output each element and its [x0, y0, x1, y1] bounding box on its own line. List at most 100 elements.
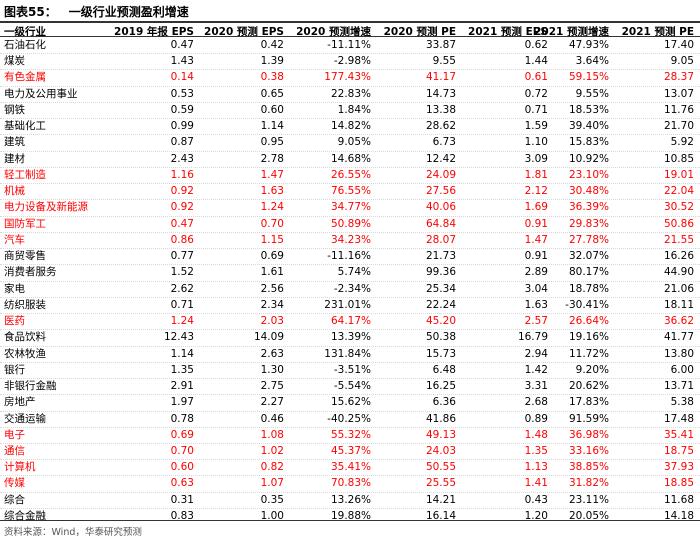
- table-cell: 0.99: [170, 120, 194, 133]
- table-cell: 9.55: [432, 55, 456, 68]
- table-cell: 1.59: [524, 120, 548, 133]
- table-cell: 28.07: [425, 233, 456, 246]
- row-label: 非银行金融: [4, 380, 57, 393]
- table-cell: -3.51%: [333, 363, 371, 376]
- table-cell: 9.05: [670, 55, 694, 68]
- table-cell: 28.37: [663, 71, 694, 84]
- table-cell: 3.04: [524, 282, 548, 295]
- table-cell: 0.46: [260, 412, 284, 425]
- row-separator: [0, 426, 700, 428]
- row-label: 电力设备及新能源: [4, 201, 88, 214]
- table-cell: 0.47: [170, 39, 194, 51]
- table-cell: 31.82%: [568, 477, 609, 490]
- table-cell: 34.77%: [330, 201, 371, 214]
- row-label: 建筑: [4, 136, 25, 149]
- figure-title: 一级行业预测盈利增速: [68, 5, 189, 19]
- table-cell: 1.13: [524, 461, 548, 474]
- table-cell: 2.57: [524, 315, 548, 328]
- table-cell: 1.61: [260, 266, 284, 279]
- row-label: 国防军工: [4, 217, 46, 230]
- table-cell: 2.03: [260, 315, 284, 328]
- table-cell: 17.48: [663, 412, 694, 425]
- table-cell: 0.89: [524, 412, 548, 425]
- table-cell: 35.41: [663, 428, 694, 441]
- row-separator: [0, 313, 700, 315]
- table-cell: 17.40: [663, 39, 694, 51]
- row-label: 钢铁: [4, 103, 25, 116]
- table-cell: 2.56: [260, 282, 284, 295]
- table-cell: 2.62: [170, 282, 194, 295]
- table-cell: 24.03: [425, 445, 456, 457]
- table-cell: 21.06: [663, 282, 694, 295]
- table-cell: 20.05%: [568, 509, 609, 522]
- table-cell: 0.82: [260, 461, 284, 474]
- table-cell: 38.85%: [568, 461, 609, 474]
- table-cell: 1.44: [524, 55, 548, 68]
- table-cell: 0.60: [260, 103, 284, 116]
- table-cell: 18.85: [663, 477, 694, 490]
- row-label: 交通运输: [4, 412, 46, 425]
- table-cell: 35.41%: [330, 461, 371, 474]
- figure-label: 图表55：: [4, 5, 57, 19]
- row-separator: [0, 215, 700, 217]
- table-cell: 1.10: [524, 136, 548, 149]
- table-cell: 0.61: [524, 71, 548, 84]
- row-label: 轻工制造: [4, 168, 46, 181]
- table-cell: 1.97: [170, 396, 194, 409]
- table-cell: 0.59: [170, 103, 194, 116]
- table-cell: 30.48%: [568, 185, 609, 198]
- column-header: 2019 年报 EPS: [114, 26, 194, 38]
- table-cell: 1.35: [524, 445, 548, 457]
- row-label: 机械: [4, 185, 25, 198]
- table-cell: 50.89%: [330, 217, 371, 230]
- column-header: 2020 预测 PE: [383, 26, 456, 38]
- table-cell: 11.72%: [568, 347, 609, 360]
- table-cell: 70.83%: [330, 477, 371, 490]
- column-header: 一级行业: [4, 26, 46, 38]
- table-cell: 25.55: [425, 477, 456, 490]
- row-separator: [0, 166, 700, 168]
- table-cell: 131.84%: [324, 347, 371, 360]
- table-cell: 14.68%: [330, 152, 371, 165]
- row-separator: [0, 134, 700, 136]
- table-cell: 18.11: [663, 298, 694, 311]
- table-cell: 0.69: [260, 250, 284, 263]
- table-cell: 12.43: [163, 331, 194, 344]
- table-cell: 6.00: [670, 363, 694, 376]
- table-cell: 33.87: [425, 39, 456, 51]
- table-cell: 13.39%: [330, 331, 371, 344]
- row-separator: [0, 378, 700, 380]
- column-header: 2021 预测 PE: [621, 26, 694, 38]
- table-cell: 0.87: [170, 136, 194, 149]
- table-cell: 2.63: [260, 347, 284, 360]
- table-cell: 1.43: [170, 55, 194, 68]
- table-cell: 15.73: [425, 347, 456, 360]
- table-cell: 15.62%: [330, 396, 371, 409]
- row-label: 医药: [4, 315, 25, 328]
- table-cell: 14.21: [425, 493, 456, 506]
- row-separator: [0, 85, 700, 87]
- table-cell: 16.79: [517, 331, 548, 344]
- row-label: 房地产: [4, 396, 36, 409]
- table-cell: 1.48: [524, 428, 548, 441]
- table-cell: 22.04: [663, 185, 694, 198]
- table-cell: 47.93%: [568, 39, 609, 51]
- table-cell: 0.69: [170, 428, 194, 441]
- table-cell: 1.84%: [337, 103, 371, 116]
- source-note: 资料来源：Wind，华泰研究预测: [4, 527, 142, 538]
- row-separator: [0, 491, 700, 493]
- table-cell: 0.91: [524, 217, 548, 230]
- row-separator: [0, 345, 700, 347]
- row-label: 家电: [4, 282, 25, 295]
- table-cell: 13.80: [663, 347, 694, 360]
- table-cell: 16.25: [425, 380, 456, 393]
- row-separator: [0, 507, 700, 509]
- table-cell: 1.63: [260, 185, 284, 198]
- row-label: 消费者服务: [4, 266, 57, 279]
- table-cell: -2.34%: [333, 282, 371, 295]
- table-cell: 0.70: [170, 445, 194, 457]
- table-cell: 13.38: [425, 103, 456, 116]
- table-cell: 30.52: [663, 201, 694, 214]
- table-cell: 5.92: [670, 136, 694, 149]
- table-cell: 1.14: [260, 120, 284, 133]
